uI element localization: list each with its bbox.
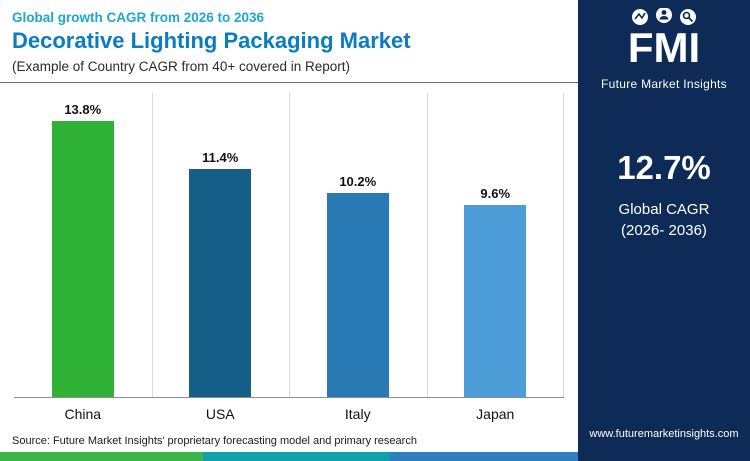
brand-name: Future Market Insights: [601, 77, 727, 91]
x-axis-labels: China USA Italy Japan: [14, 398, 564, 430]
plot-area: 13.8% 11.4% 10.2% 9.6%: [14, 93, 564, 398]
fmi-logo: FMI Future Market Insights: [594, 7, 734, 91]
bar-china: [51, 121, 114, 397]
footer-strip-segment: [202, 452, 390, 461]
kicker-text: Global growth CAGR from 2026 to 2036: [12, 10, 265, 25]
bar-value-label: 13.8%: [64, 102, 102, 117]
bar-column-usa: 11.4%: [152, 93, 290, 397]
bar-value-label: 9.6%: [480, 186, 511, 201]
bar-japan: [464, 205, 527, 397]
global-cagr-label-line2: (2026- 2036): [621, 222, 707, 239]
bar-value-label: 10.2%: [339, 174, 377, 189]
bar-value-label: 11.4%: [202, 150, 239, 165]
category-label-japan: Japan: [476, 406, 515, 422]
footer-color-strip: [0, 452, 750, 461]
global-cagr-value: 12.7%: [617, 149, 711, 186]
footer-strip-segment: [0, 452, 203, 461]
footer-strip-segment: [390, 452, 578, 461]
chart-panel: Global growth CAGR from 2026 to 2036 Dec…: [0, 0, 578, 447]
bar-column-japan: 9.6%: [427, 93, 565, 397]
bar-italy: [326, 193, 389, 397]
fmi-logo-icon: FMI: [628, 7, 700, 71]
bar-usa: [189, 169, 252, 397]
footer-strip-segment: [577, 452, 750, 461]
bar-chart: 13.8% 11.4% 10.2% 9.6% China USA Italy Japan: [0, 83, 578, 430]
header: Global growth CAGR from 2026 to 2036 Dec…: [0, 0, 578, 83]
category-label-usa: USA: [205, 406, 235, 422]
category-label-china: China: [64, 406, 102, 422]
website-link[interactable]: www.futuremarketinsights.com: [589, 428, 739, 440]
page-title: Decorative Lighting Packaging Market: [12, 28, 411, 53]
fmi-logo-text: FMI: [628, 24, 700, 70]
subtitle: (Example of Country CAGR from 40+ covere…: [12, 59, 351, 74]
source-note: Source: Future Market Insights’ propriet…: [12, 435, 417, 447]
gridline: [563, 93, 564, 397]
global-cagr-label: Global CAGR (2026- 2036): [617, 199, 711, 241]
global-cagr-label-line1: Global CAGR: [618, 201, 710, 218]
global-cagr-stat: 12.7% Global CAGR (2026- 2036): [617, 149, 711, 241]
category-label-italy: Italy: [344, 406, 371, 422]
sidebar: FMI Future Market Insights 12.7% Global …: [578, 0, 750, 452]
bar-column-china: 13.8%: [14, 93, 152, 397]
gridline: [289, 93, 290, 397]
bar-column-italy: 10.2%: [289, 93, 427, 397]
gridline: [426, 93, 428, 397]
gridline: [151, 93, 153, 397]
